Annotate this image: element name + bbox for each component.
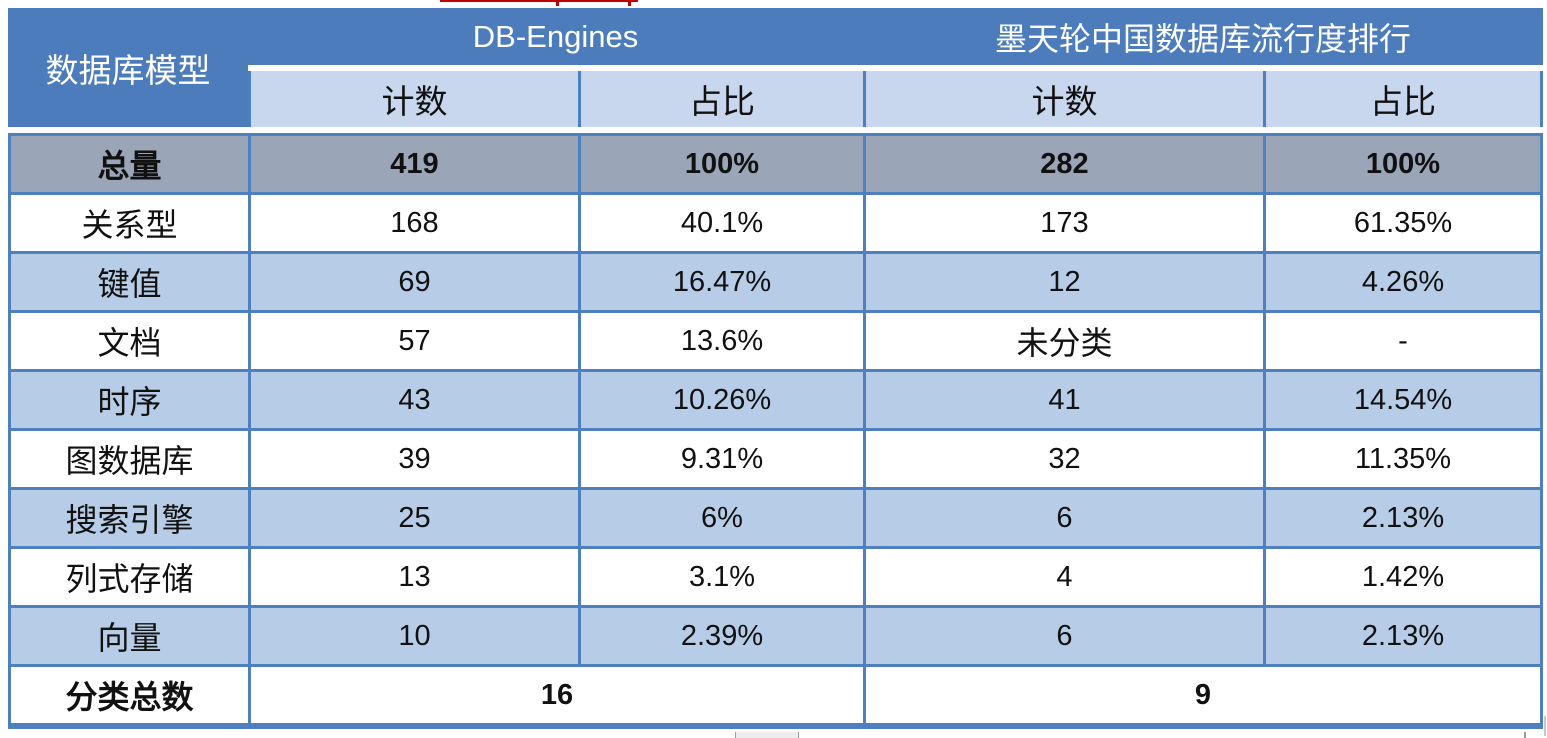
total-cell: 100%	[1266, 136, 1540, 192]
total-cell: 419	[251, 136, 578, 192]
data-cell: 11.35%	[1266, 431, 1540, 487]
footer-label-cell: 分类总数	[11, 667, 248, 723]
gridline-fragment	[1544, 716, 1546, 736]
data-cell: 14.54%	[1266, 372, 1540, 428]
data-cell: 10	[251, 608, 578, 664]
data-cell: 2.13%	[1266, 608, 1540, 664]
footer-total-categories-db: 16	[251, 667, 863, 723]
data-cell: 未分类	[866, 313, 1263, 369]
data-cell: 4.26%	[1266, 254, 1540, 310]
row-label: 列式存储	[11, 549, 248, 605]
row-label: 时序	[11, 372, 248, 428]
red-tick-artifact	[556, 0, 559, 6]
row-label: 键值	[11, 254, 248, 310]
data-cell: 173	[866, 195, 1263, 251]
subheader-row: 计数 占比 计数 占比	[248, 71, 1543, 127]
group-header-motianlun: 墨天轮中国数据库流行度排行	[863, 8, 1543, 65]
red-line-artifact	[440, 0, 638, 2]
row-label: 关系型	[11, 195, 248, 251]
data-cell: 1.42%	[1266, 549, 1540, 605]
data-cell: 10.26%	[581, 372, 863, 428]
data-cell: 40.1%	[581, 195, 863, 251]
data-cell: 61.35%	[1266, 195, 1540, 251]
data-cell: 12	[866, 254, 1263, 310]
data-cell: 41	[866, 372, 1263, 428]
subheader-share-1: 占比	[581, 71, 863, 127]
data-cell: 13	[251, 549, 578, 605]
data-cell: 13.6%	[581, 313, 863, 369]
subheader-count-2: 计数	[866, 71, 1263, 127]
row-label: 文档	[11, 313, 248, 369]
subheader-share-2: 占比	[1266, 71, 1540, 127]
total-row-label: 总量	[11, 136, 248, 192]
subheader-count-1: 计数	[251, 71, 578, 127]
data-cell: 16.47%	[581, 254, 863, 310]
data-cell: 69	[251, 254, 578, 310]
data-cell: 168	[251, 195, 578, 251]
row-label: 搜索引擎	[11, 490, 248, 546]
red-tick-artifact	[628, 0, 631, 6]
group-header-db-engines: DB-Engines	[248, 8, 863, 65]
database-model-comparison-table: 数据库模型 DB-Engines 墨天轮中国数据库流行度排行 计数 占比 计数 …	[8, 8, 1543, 734]
data-cell: -	[1266, 313, 1540, 369]
data-cell: 6%	[581, 490, 863, 546]
data-cell: 6	[866, 608, 1263, 664]
scrollbar-fragment	[735, 732, 799, 738]
data-cell: 2.39%	[581, 608, 863, 664]
data-cell: 57	[251, 313, 578, 369]
total-cell: 282	[866, 136, 1263, 192]
data-cell: 32	[866, 431, 1263, 487]
data-cell: 6	[866, 490, 1263, 546]
data-cell: 4	[866, 549, 1263, 605]
corner-header-cell: 数据库模型	[8, 8, 248, 127]
data-cell: 2.13%	[1266, 490, 1540, 546]
data-cell: 25	[251, 490, 578, 546]
data-cell: 3.1%	[581, 549, 863, 605]
total-cell: 100%	[581, 136, 863, 192]
row-label: 向量	[11, 608, 248, 664]
data-cell: 9.31%	[581, 431, 863, 487]
table-body: 总量 419 100% 282 100% 关系型 168 40.1% 173 61.35…	[8, 133, 1543, 729]
footer-total-categories-mtl: 9	[866, 667, 1540, 723]
gridline-fragment	[1524, 732, 1526, 738]
data-cell: 39	[251, 431, 578, 487]
row-label: 图数据库	[11, 431, 248, 487]
data-cell: 43	[251, 372, 578, 428]
